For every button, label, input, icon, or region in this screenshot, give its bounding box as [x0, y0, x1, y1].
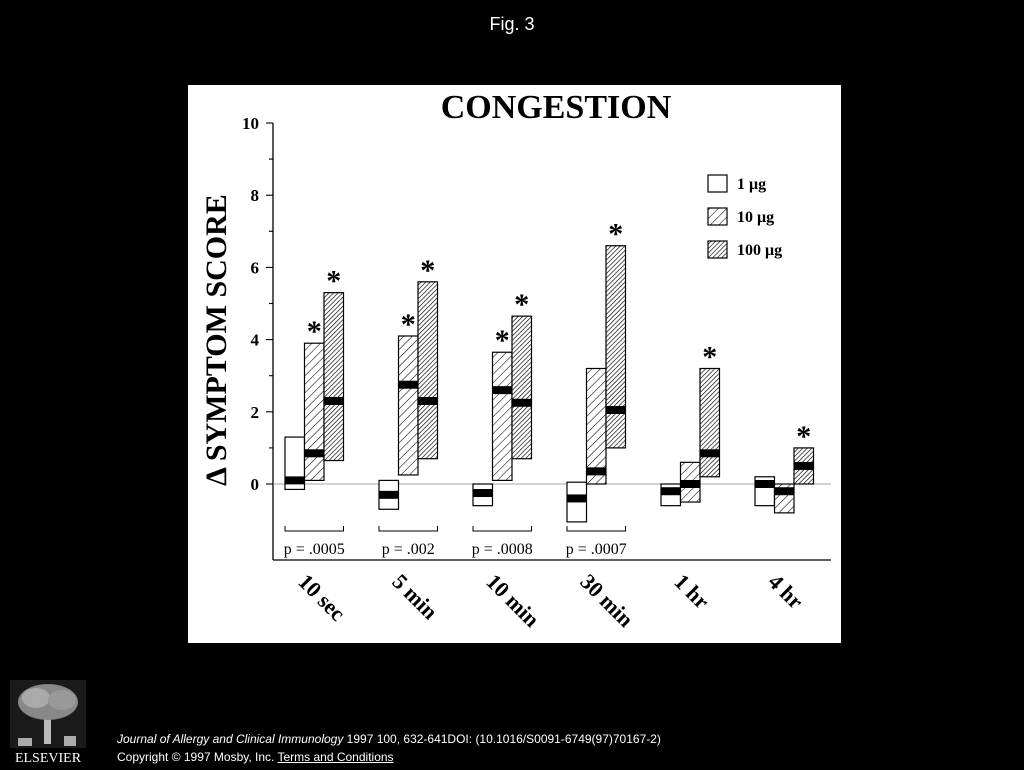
median-marker — [681, 480, 700, 488]
y-tick-label: 2 — [251, 403, 260, 422]
legend-swatch — [707, 174, 728, 193]
median-marker — [324, 396, 343, 405]
median-marker — [661, 487, 680, 496]
journal-name: Journal of Allergy and Clinical Immunolo… — [117, 732, 344, 746]
median-marker — [399, 380, 418, 389]
p-value-label: p = .002 — [382, 541, 435, 558]
legend-swatch — [707, 240, 728, 259]
p-value-label: p = .0008 — [472, 541, 533, 558]
range-bar — [323, 292, 345, 462]
median-marker — [775, 487, 794, 496]
range-bar — [491, 351, 513, 481]
significance-star: * — [326, 265, 341, 298]
median-marker — [512, 398, 531, 407]
citation: Journal of Allergy and Clinical Immunolo… — [117, 730, 661, 766]
x-category-label: 10 sec — [293, 569, 350, 626]
x-category-label: 30 min — [575, 569, 638, 632]
legend-label: 1 μg — [737, 176, 766, 193]
x-category-label: 4 hr — [763, 569, 808, 614]
significance-star: * — [702, 340, 717, 373]
significance-star: * — [495, 324, 510, 357]
median-marker — [794, 461, 813, 470]
y-tick-label: 6 — [251, 258, 260, 277]
p-value-bracket — [284, 526, 344, 532]
citation-line: Journal of Allergy and Clinical Immunolo… — [117, 730, 661, 748]
median-marker — [493, 386, 512, 395]
range-bar — [511, 315, 533, 460]
range-bar — [303, 342, 325, 481]
x-category-label: 1 hr — [669, 569, 714, 614]
p-value-label: p = .0005 — [284, 541, 345, 558]
range-bar — [699, 367, 721, 478]
p-value-label: p = .0007 — [566, 541, 627, 558]
x-category-label: 10 min — [481, 569, 544, 632]
median-marker — [567, 494, 586, 503]
median-marker — [379, 490, 398, 499]
significance-star: * — [608, 218, 623, 251]
y-tick-label: 0 — [251, 475, 260, 494]
significance-star: * — [420, 254, 435, 287]
p-value-bracket — [378, 526, 438, 532]
y-tick-label: 8 — [251, 186, 260, 205]
figure-title: Fig. 3 — [489, 14, 535, 34]
legend-label: 10 μg — [737, 209, 774, 226]
significance-star: * — [514, 288, 529, 321]
elsevier-tree-logo-icon: ELSEVIER — [10, 680, 86, 766]
chart-panel: CONGESTION Δ SYMPTOM SCORE 0 2 4 6 8 10 * * * * *… — [188, 85, 841, 643]
range-bar — [397, 335, 419, 476]
significance-star: * — [307, 315, 322, 348]
copyright-line: Copyright © 1997 Mosby, Inc. Terms and C… — [117, 748, 661, 766]
range-bar — [417, 281, 439, 460]
median-marker — [755, 480, 774, 488]
y-tick-label: 4 — [251, 331, 260, 350]
median-marker — [418, 396, 437, 405]
significance-star: * — [401, 308, 416, 341]
median-marker — [587, 467, 606, 476]
median-marker — [285, 476, 304, 485]
median-marker — [606, 405, 625, 414]
x-category-label: 5 min — [387, 569, 442, 624]
p-value-bracket — [472, 526, 532, 532]
legend-label: 100 μg — [737, 242, 782, 259]
median-marker — [700, 449, 719, 458]
y-tick-label: 10 — [242, 114, 259, 133]
chart-title: CONGESTION — [441, 89, 672, 126]
copyright-text: Copyright © 1997 Mosby, Inc. — [117, 750, 278, 764]
legend-swatch — [707, 207, 728, 226]
elsevier-logo: ELSEVIER — [8, 680, 88, 766]
publisher-logo-text: ELSEVIER — [15, 751, 82, 765]
significance-star: * — [796, 420, 811, 453]
range-bar — [605, 245, 627, 449]
y-axis-label: Δ SYMPTOM SCORE — [200, 194, 233, 486]
range-bar — [585, 367, 607, 485]
median-marker — [473, 489, 492, 498]
terms-link[interactable]: Terms and Conditions — [277, 750, 394, 764]
p-value-bracket — [566, 526, 626, 532]
median-marker — [305, 449, 324, 458]
citation-details: 1997 100, 632-641DOI: (10.1016/S0091-674… — [343, 732, 661, 746]
